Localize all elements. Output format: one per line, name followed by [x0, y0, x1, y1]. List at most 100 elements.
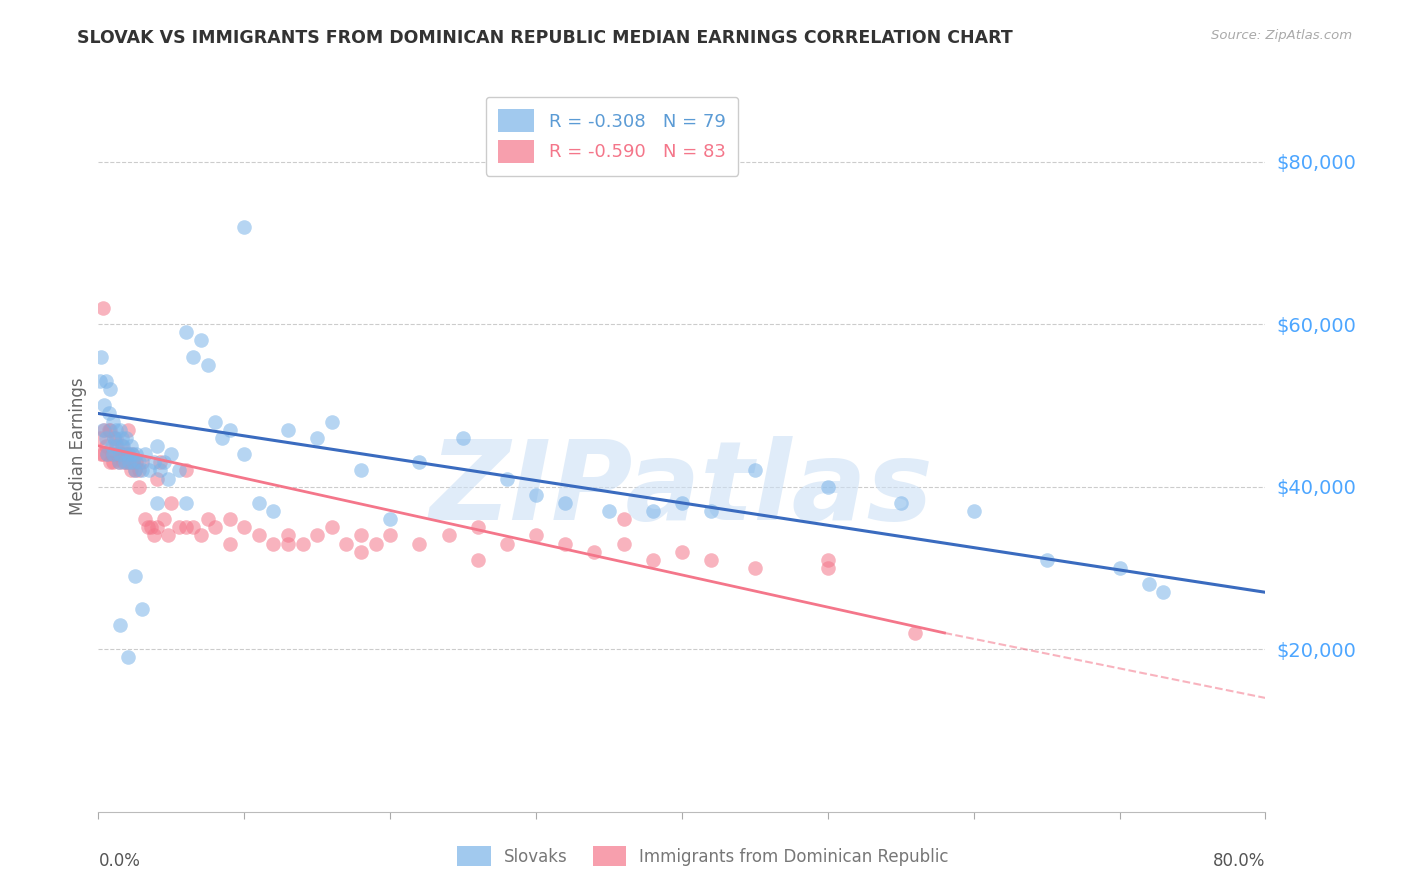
- Point: [118, 455, 141, 469]
- Point: [118, 455, 141, 469]
- Point: [1035, 553, 1057, 567]
- Point: [307, 528, 329, 542]
- Point: [744, 561, 766, 575]
- Point: [350, 528, 373, 542]
- Point: [89, 431, 111, 445]
- Point: [211, 431, 233, 445]
- Point: [142, 528, 165, 542]
- Point: [110, 447, 132, 461]
- Point: [146, 520, 169, 534]
- Point: [744, 463, 766, 477]
- Point: [524, 488, 547, 502]
- Point: [817, 553, 839, 567]
- Point: [218, 423, 240, 437]
- Point: [174, 325, 197, 339]
- Point: [190, 334, 212, 348]
- Point: [277, 536, 299, 550]
- Point: [134, 447, 156, 461]
- Point: [612, 512, 634, 526]
- Point: [114, 455, 136, 469]
- Point: [136, 520, 159, 534]
- Point: [122, 455, 145, 469]
- Text: 80.0%: 80.0%: [1213, 852, 1265, 870]
- Point: [93, 423, 115, 437]
- Point: [467, 553, 489, 567]
- Point: [700, 553, 723, 567]
- Point: [204, 415, 226, 429]
- Text: Source: ZipAtlas.com: Source: ZipAtlas.com: [1212, 29, 1353, 42]
- Point: [641, 504, 664, 518]
- Point: [181, 520, 204, 534]
- Point: [110, 617, 132, 632]
- Point: [94, 439, 117, 453]
- Point: [125, 447, 148, 461]
- Point: [121, 447, 143, 461]
- Point: [128, 455, 150, 469]
- Point: [350, 463, 373, 477]
- Point: [890, 496, 912, 510]
- Point: [583, 544, 606, 558]
- Point: [111, 439, 134, 453]
- Point: [134, 512, 156, 526]
- Point: [904, 626, 927, 640]
- Point: [181, 350, 204, 364]
- Point: [122, 455, 145, 469]
- Point: [190, 528, 212, 542]
- Point: [146, 439, 169, 453]
- Point: [101, 415, 124, 429]
- Point: [117, 650, 139, 665]
- Point: [124, 463, 146, 477]
- Point: [174, 463, 197, 477]
- Point: [364, 536, 387, 550]
- Point: [1108, 561, 1130, 575]
- Point: [108, 455, 131, 469]
- Point: [110, 447, 132, 461]
- Point: [96, 447, 118, 461]
- Point: [380, 528, 402, 542]
- Point: [598, 504, 620, 518]
- Point: [153, 455, 176, 469]
- Point: [233, 219, 256, 234]
- Point: [94, 374, 117, 388]
- Point: [111, 447, 134, 461]
- Point: [157, 471, 180, 485]
- Point: [101, 455, 124, 469]
- Point: [524, 528, 547, 542]
- Point: [700, 504, 723, 518]
- Point: [103, 431, 125, 445]
- Point: [112, 439, 135, 453]
- Point: [131, 463, 153, 477]
- Point: [110, 423, 132, 437]
- Point: [100, 447, 122, 461]
- Point: [115, 431, 138, 445]
- Point: [262, 536, 284, 550]
- Point: [128, 463, 150, 477]
- Point: [98, 382, 121, 396]
- Point: [93, 398, 115, 412]
- Point: [817, 561, 839, 575]
- Point: [321, 415, 343, 429]
- Point: [90, 447, 112, 461]
- Point: [108, 455, 131, 469]
- Point: [262, 504, 284, 518]
- Text: SLOVAK VS IMMIGRANTS FROM DOMINICAN REPUBLIC MEDIAN EARNINGS CORRELATION CHART: SLOVAK VS IMMIGRANTS FROM DOMINICAN REPU…: [77, 29, 1014, 46]
- Point: [100, 439, 122, 453]
- Point: [612, 536, 634, 550]
- Text: ZIPatlas: ZIPatlas: [430, 436, 934, 543]
- Point: [554, 536, 576, 550]
- Point: [437, 528, 460, 542]
- Point: [380, 512, 402, 526]
- Point: [197, 358, 219, 372]
- Point: [149, 455, 172, 469]
- Point: [125, 455, 148, 469]
- Point: [321, 520, 343, 534]
- Point: [247, 496, 270, 510]
- Point: [496, 471, 519, 485]
- Point: [96, 447, 118, 461]
- Point: [247, 528, 270, 542]
- Point: [105, 439, 128, 453]
- Point: [408, 536, 430, 550]
- Point: [167, 463, 190, 477]
- Point: [233, 520, 256, 534]
- Point: [90, 350, 112, 364]
